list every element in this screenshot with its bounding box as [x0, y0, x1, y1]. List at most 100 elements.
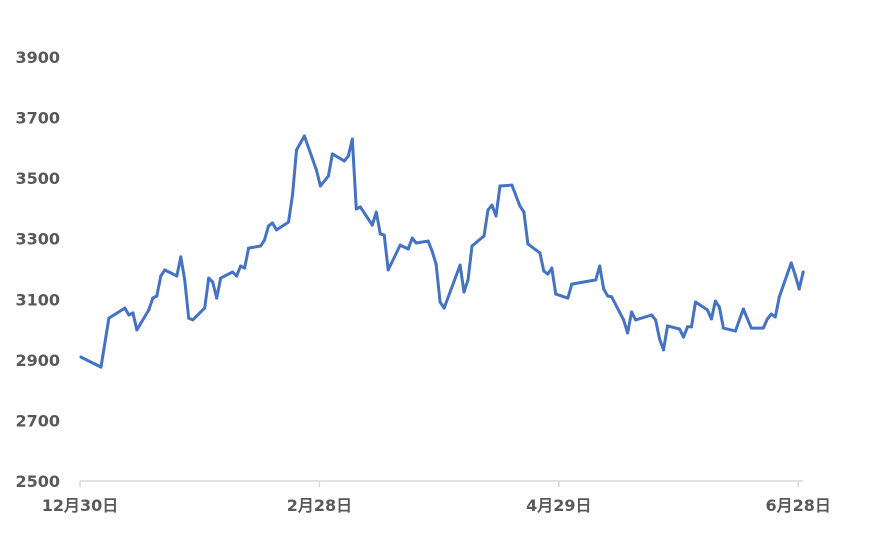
x-tick-label: 4月29日	[526, 496, 591, 515]
data-point	[721, 326, 725, 330]
data-point	[358, 205, 362, 209]
data-point	[546, 272, 550, 276]
y-tick-label: 3500	[15, 169, 60, 188]
data-point	[793, 273, 797, 277]
data-point	[410, 236, 414, 240]
data-point	[243, 266, 247, 270]
x-tick-label: 6月28日	[765, 496, 830, 515]
data-point	[342, 159, 346, 163]
data-point	[378, 232, 382, 236]
y-tick-label: 3100	[15, 290, 60, 309]
data-point	[634, 318, 638, 322]
data-point	[430, 249, 434, 253]
data-point	[239, 264, 243, 268]
data-point	[203, 306, 207, 310]
data-point	[259, 244, 263, 248]
data-point	[666, 324, 670, 328]
data-point	[685, 325, 689, 329]
data-point	[79, 355, 83, 359]
data-point	[151, 296, 155, 300]
data-point	[302, 134, 306, 138]
data-point	[179, 255, 183, 259]
data-point	[175, 274, 179, 278]
data-point	[705, 308, 709, 312]
data-point	[490, 203, 494, 207]
data-point	[658, 337, 662, 341]
data-point	[749, 326, 753, 330]
data-point	[99, 365, 103, 369]
data-point	[290, 193, 294, 197]
data-point	[542, 269, 546, 273]
data-point	[107, 316, 111, 320]
data-point	[466, 278, 470, 282]
data-point	[598, 264, 602, 268]
data-point	[286, 220, 290, 224]
data-point	[183, 278, 187, 282]
y-tick-label: 2500	[15, 472, 60, 491]
y-tick-label: 3900	[15, 48, 60, 67]
data-point	[773, 315, 777, 319]
data-point	[554, 292, 558, 296]
y-tick-label: 3700	[15, 109, 60, 128]
y-tick-label: 2700	[15, 411, 60, 430]
data-point	[414, 241, 418, 245]
data-point	[486, 208, 490, 212]
x-tick-label: 12月30日	[42, 496, 119, 515]
data-point	[127, 313, 131, 317]
data-point	[482, 234, 486, 238]
data-point	[187, 316, 191, 320]
data-point	[510, 183, 514, 187]
data-point	[462, 290, 466, 294]
data-point	[314, 168, 318, 172]
data-point	[354, 207, 358, 211]
data-point	[761, 326, 765, 330]
data-point	[326, 174, 330, 178]
data-point	[275, 228, 279, 232]
data-point	[610, 295, 614, 299]
data-point	[346, 154, 350, 158]
data-point	[123, 306, 127, 310]
data-point	[318, 184, 322, 188]
data-point	[494, 214, 498, 218]
data-point	[689, 325, 693, 329]
data-point	[470, 244, 474, 248]
data-point	[135, 328, 139, 332]
data-point	[570, 282, 574, 286]
data-point	[566, 296, 570, 300]
data-point	[498, 184, 502, 188]
data-point	[163, 268, 167, 272]
data-point	[626, 331, 630, 335]
data-point	[662, 348, 666, 352]
data-point	[654, 318, 658, 322]
data-point	[777, 295, 781, 299]
data-point	[518, 204, 522, 208]
data-point	[271, 221, 275, 225]
data-point	[741, 307, 745, 311]
data-point	[526, 242, 530, 246]
data-point	[215, 296, 219, 300]
data-point	[211, 280, 215, 284]
data-point	[769, 312, 773, 316]
data-point	[155, 294, 159, 298]
y-tick-label: 3300	[15, 230, 60, 249]
data-point	[550, 266, 554, 270]
data-point	[678, 327, 681, 331]
data-point	[602, 287, 606, 291]
data-point	[693, 300, 697, 304]
data-point	[406, 247, 410, 251]
data-point	[382, 233, 386, 237]
series-line	[79, 134, 805, 369]
data-point	[294, 148, 298, 152]
data-point	[622, 318, 626, 322]
data-point	[434, 262, 438, 266]
data-point	[438, 300, 442, 304]
data-point	[789, 261, 793, 265]
data-point	[231, 270, 235, 274]
data-point	[159, 274, 163, 278]
data-point	[267, 224, 271, 228]
data-point	[765, 317, 769, 321]
data-point	[191, 318, 195, 322]
data-point	[398, 243, 402, 247]
data-point	[801, 270, 805, 274]
